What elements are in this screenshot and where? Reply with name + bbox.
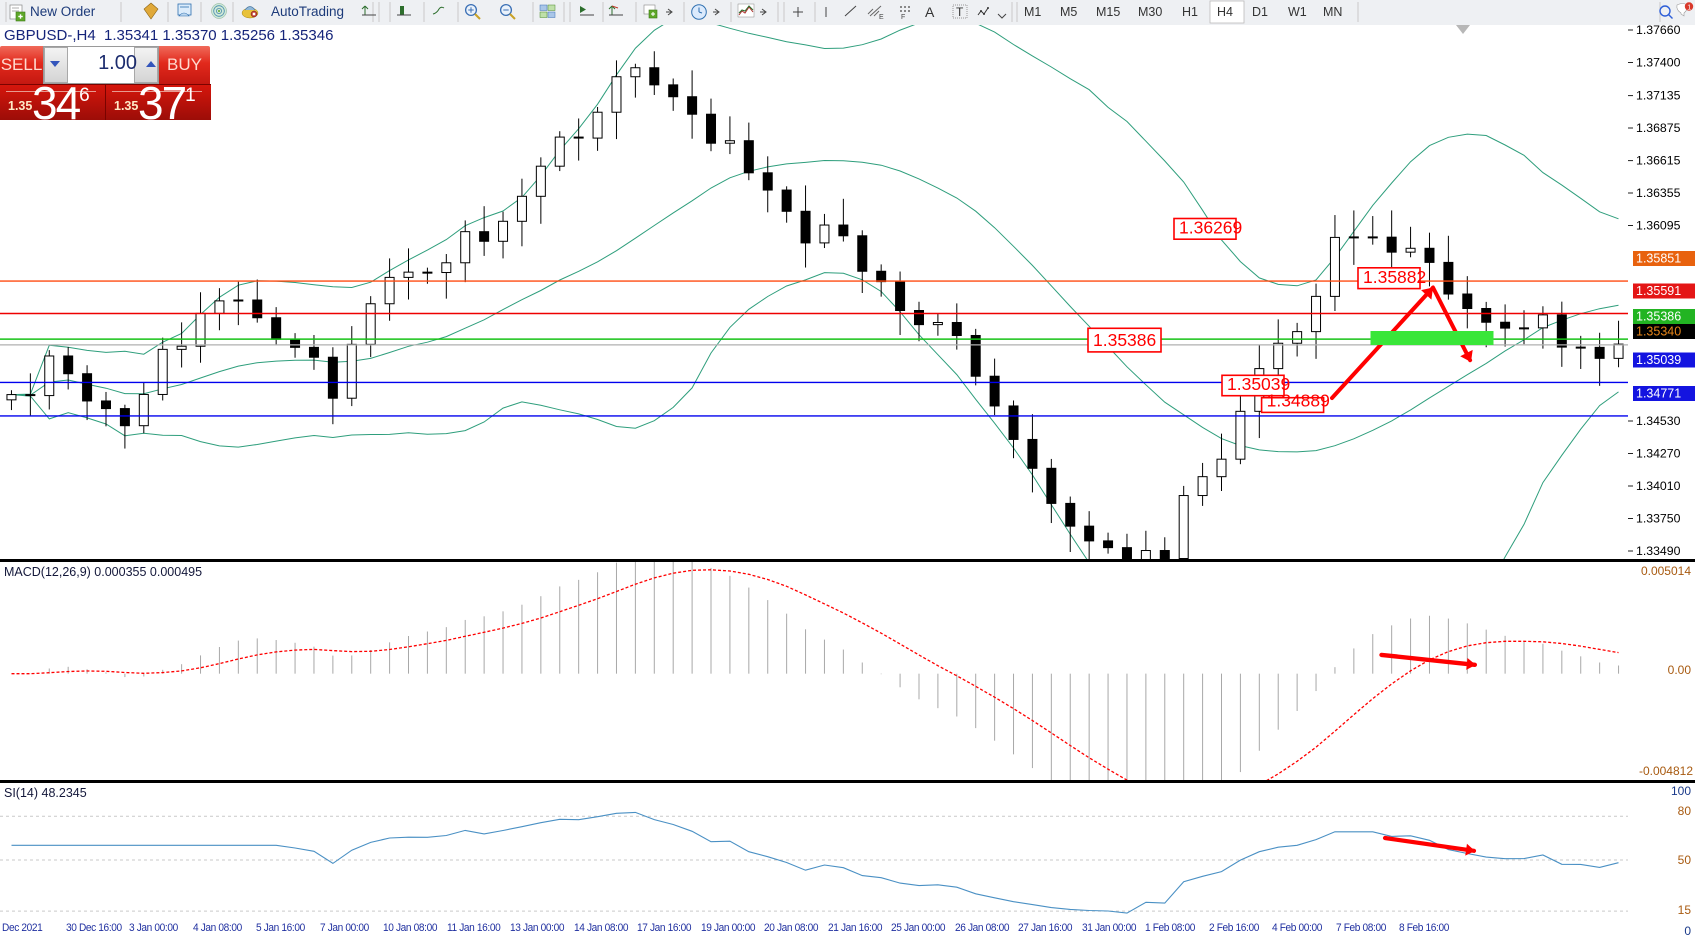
svg-text:1.37660: 1.37660 bbox=[1636, 25, 1681, 37]
svg-text:1.35340: 1.35340 bbox=[1636, 325, 1681, 339]
svg-text:W1: W1 bbox=[1288, 5, 1307, 19]
svg-text:1.33490: 1.33490 bbox=[1636, 544, 1681, 558]
svg-text:1.37135: 1.37135 bbox=[1636, 89, 1681, 103]
svg-text:A: A bbox=[925, 4, 935, 20]
svg-text:1.35386: 1.35386 bbox=[1636, 310, 1681, 324]
svg-text:M1: M1 bbox=[1024, 5, 1041, 19]
svg-text:M5: M5 bbox=[1060, 5, 1077, 19]
svg-text:1.35591: 1.35591 bbox=[1636, 284, 1681, 298]
svg-text:1: 1 bbox=[1687, 4, 1691, 11]
svg-text:M30: M30 bbox=[1138, 5, 1162, 19]
svg-text:1.36269: 1.36269 bbox=[1179, 217, 1242, 237]
svg-text:1.34010: 1.34010 bbox=[1636, 479, 1681, 493]
svg-text:E: E bbox=[879, 14, 884, 21]
svg-text:1.36875: 1.36875 bbox=[1636, 121, 1681, 135]
svg-text:1.36095: 1.36095 bbox=[1636, 219, 1681, 233]
svg-text:H4: H4 bbox=[1217, 5, 1233, 19]
svg-text:New Order: New Order bbox=[30, 4, 96, 19]
svg-text:D1: D1 bbox=[1252, 5, 1268, 19]
svg-text:1.33750: 1.33750 bbox=[1636, 512, 1681, 526]
svg-text:MN: MN bbox=[1323, 5, 1342, 19]
svg-text:1.34771: 1.34771 bbox=[1636, 387, 1681, 401]
svg-text:T: T bbox=[956, 5, 964, 19]
svg-text:1.34530: 1.34530 bbox=[1636, 414, 1681, 428]
svg-text:1.35882: 1.35882 bbox=[1363, 267, 1426, 287]
svg-text:1.35851: 1.35851 bbox=[1636, 252, 1681, 266]
svg-text:H1: H1 bbox=[1182, 5, 1198, 19]
svg-text:1.36615: 1.36615 bbox=[1636, 154, 1681, 168]
svg-text:1.36355: 1.36355 bbox=[1636, 186, 1681, 200]
svg-text:1.37400: 1.37400 bbox=[1636, 56, 1681, 70]
svg-text:1.35039: 1.35039 bbox=[1636, 353, 1681, 367]
svg-text:F: F bbox=[901, 14, 905, 21]
svg-text:1.34889: 1.34889 bbox=[1267, 391, 1330, 411]
svg-text:1.34270: 1.34270 bbox=[1636, 447, 1681, 461]
svg-text:M15: M15 bbox=[1096, 5, 1120, 19]
svg-text:1.35386: 1.35386 bbox=[1093, 330, 1156, 350]
svg-text:AutoTrading: AutoTrading bbox=[271, 4, 344, 19]
